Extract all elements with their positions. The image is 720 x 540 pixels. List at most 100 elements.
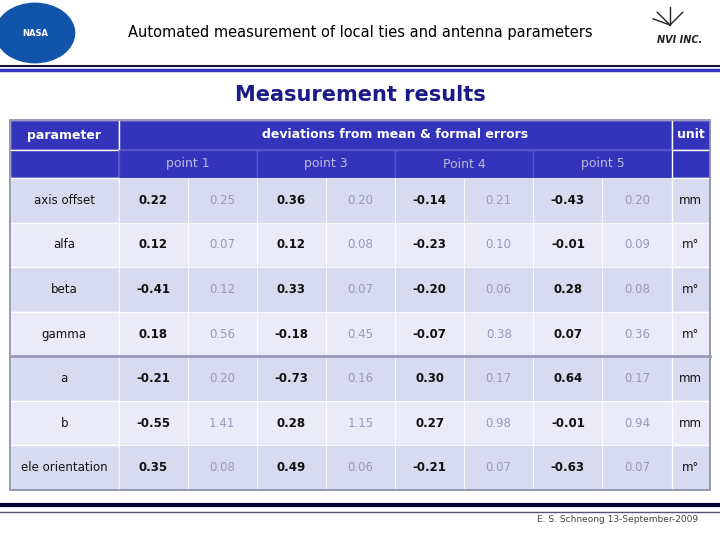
Text: 0.10: 0.10 bbox=[486, 238, 512, 251]
Bar bbox=[257, 178, 326, 222]
Bar bbox=[326, 446, 395, 490]
Bar bbox=[603, 356, 672, 401]
Text: 0.17: 0.17 bbox=[624, 372, 650, 385]
Text: NVI INC.: NVI INC. bbox=[657, 35, 703, 45]
Bar bbox=[672, 120, 710, 150]
Bar bbox=[188, 267, 257, 312]
Text: 0.25: 0.25 bbox=[210, 194, 235, 207]
Text: point 5: point 5 bbox=[580, 158, 624, 171]
Text: Automated measurement of local ties and antenna parameters: Automated measurement of local ties and … bbox=[127, 25, 593, 40]
Text: m°: m° bbox=[682, 238, 699, 251]
Bar bbox=[603, 178, 672, 222]
Bar bbox=[119, 222, 188, 267]
Text: 0.28: 0.28 bbox=[553, 283, 582, 296]
Text: -0.43: -0.43 bbox=[551, 194, 585, 207]
Bar bbox=[326, 356, 395, 401]
Bar bbox=[119, 356, 188, 401]
Bar bbox=[395, 222, 464, 267]
Text: 0.18: 0.18 bbox=[138, 327, 168, 341]
Text: E. S. Schneong 13-September-2009: E. S. Schneong 13-September-2009 bbox=[537, 516, 698, 524]
Text: 0.07: 0.07 bbox=[553, 327, 582, 341]
Bar bbox=[188, 356, 257, 401]
Text: Measurement results: Measurement results bbox=[235, 85, 485, 105]
Bar bbox=[10, 312, 119, 356]
Text: 0.06: 0.06 bbox=[486, 283, 512, 296]
Bar bbox=[257, 150, 395, 178]
Text: 0.28: 0.28 bbox=[276, 417, 306, 430]
Bar bbox=[119, 120, 672, 150]
Text: m°: m° bbox=[682, 461, 699, 474]
Bar bbox=[10, 120, 119, 150]
Text: ele orientation: ele orientation bbox=[21, 461, 107, 474]
Bar bbox=[464, 178, 534, 222]
Text: 0.08: 0.08 bbox=[210, 461, 235, 474]
Bar bbox=[464, 222, 534, 267]
Bar bbox=[257, 446, 326, 490]
Text: 0.20: 0.20 bbox=[624, 194, 650, 207]
Text: unit: unit bbox=[677, 129, 705, 141]
Text: mm: mm bbox=[679, 372, 702, 385]
Text: 0.06: 0.06 bbox=[348, 461, 374, 474]
Bar bbox=[534, 267, 603, 312]
Bar bbox=[395, 312, 464, 356]
Bar bbox=[10, 356, 119, 401]
Bar bbox=[188, 312, 257, 356]
Bar bbox=[119, 178, 188, 222]
Text: b: b bbox=[60, 417, 68, 430]
Text: -0.07: -0.07 bbox=[413, 327, 446, 341]
Text: -0.21: -0.21 bbox=[413, 461, 446, 474]
Bar bbox=[672, 312, 710, 356]
Text: -0.01: -0.01 bbox=[551, 417, 585, 430]
Text: 0.07: 0.07 bbox=[486, 461, 512, 474]
Bar bbox=[119, 267, 188, 312]
Circle shape bbox=[0, 3, 75, 63]
Bar bbox=[257, 267, 326, 312]
Bar bbox=[10, 401, 119, 446]
Bar bbox=[534, 150, 672, 178]
Text: Point 4: Point 4 bbox=[443, 158, 485, 171]
Text: 0.98: 0.98 bbox=[486, 417, 512, 430]
Bar bbox=[326, 312, 395, 356]
Bar bbox=[464, 401, 534, 446]
Text: 0.64: 0.64 bbox=[553, 372, 582, 385]
Text: 0.08: 0.08 bbox=[348, 238, 374, 251]
Bar bbox=[188, 222, 257, 267]
Text: 0.35: 0.35 bbox=[138, 461, 168, 474]
Bar bbox=[257, 222, 326, 267]
Text: 0.22: 0.22 bbox=[138, 194, 168, 207]
Text: 0.20: 0.20 bbox=[210, 372, 235, 385]
Bar bbox=[395, 150, 534, 178]
Bar bbox=[534, 401, 603, 446]
Bar bbox=[188, 401, 257, 446]
Bar bbox=[10, 267, 119, 312]
Bar bbox=[257, 356, 326, 401]
Text: 0.07: 0.07 bbox=[624, 461, 650, 474]
Bar bbox=[119, 150, 257, 178]
Text: axis offset: axis offset bbox=[34, 194, 95, 207]
Text: deviations from mean & formal errors: deviations from mean & formal errors bbox=[262, 129, 528, 141]
Text: -0.20: -0.20 bbox=[413, 283, 446, 296]
Text: beta: beta bbox=[51, 283, 78, 296]
Text: point 3: point 3 bbox=[304, 158, 348, 171]
Bar bbox=[188, 178, 257, 222]
Bar bbox=[326, 178, 395, 222]
Bar bbox=[672, 267, 710, 312]
Text: -0.63: -0.63 bbox=[551, 461, 585, 474]
Bar bbox=[326, 401, 395, 446]
Text: 0.36: 0.36 bbox=[276, 194, 306, 207]
Bar bbox=[395, 446, 464, 490]
Text: 1.41: 1.41 bbox=[209, 417, 235, 430]
Bar bbox=[119, 312, 188, 356]
Bar bbox=[326, 222, 395, 267]
Text: NASA: NASA bbox=[22, 29, 48, 37]
Bar bbox=[10, 446, 119, 490]
Bar bbox=[534, 312, 603, 356]
Bar bbox=[464, 267, 534, 312]
Bar bbox=[464, 446, 534, 490]
Text: -0.21: -0.21 bbox=[136, 372, 170, 385]
Text: gamma: gamma bbox=[42, 327, 86, 341]
Text: 0.07: 0.07 bbox=[210, 238, 235, 251]
Text: parameter: parameter bbox=[27, 129, 102, 141]
Text: 0.36: 0.36 bbox=[624, 327, 650, 341]
Text: 0.12: 0.12 bbox=[276, 238, 306, 251]
